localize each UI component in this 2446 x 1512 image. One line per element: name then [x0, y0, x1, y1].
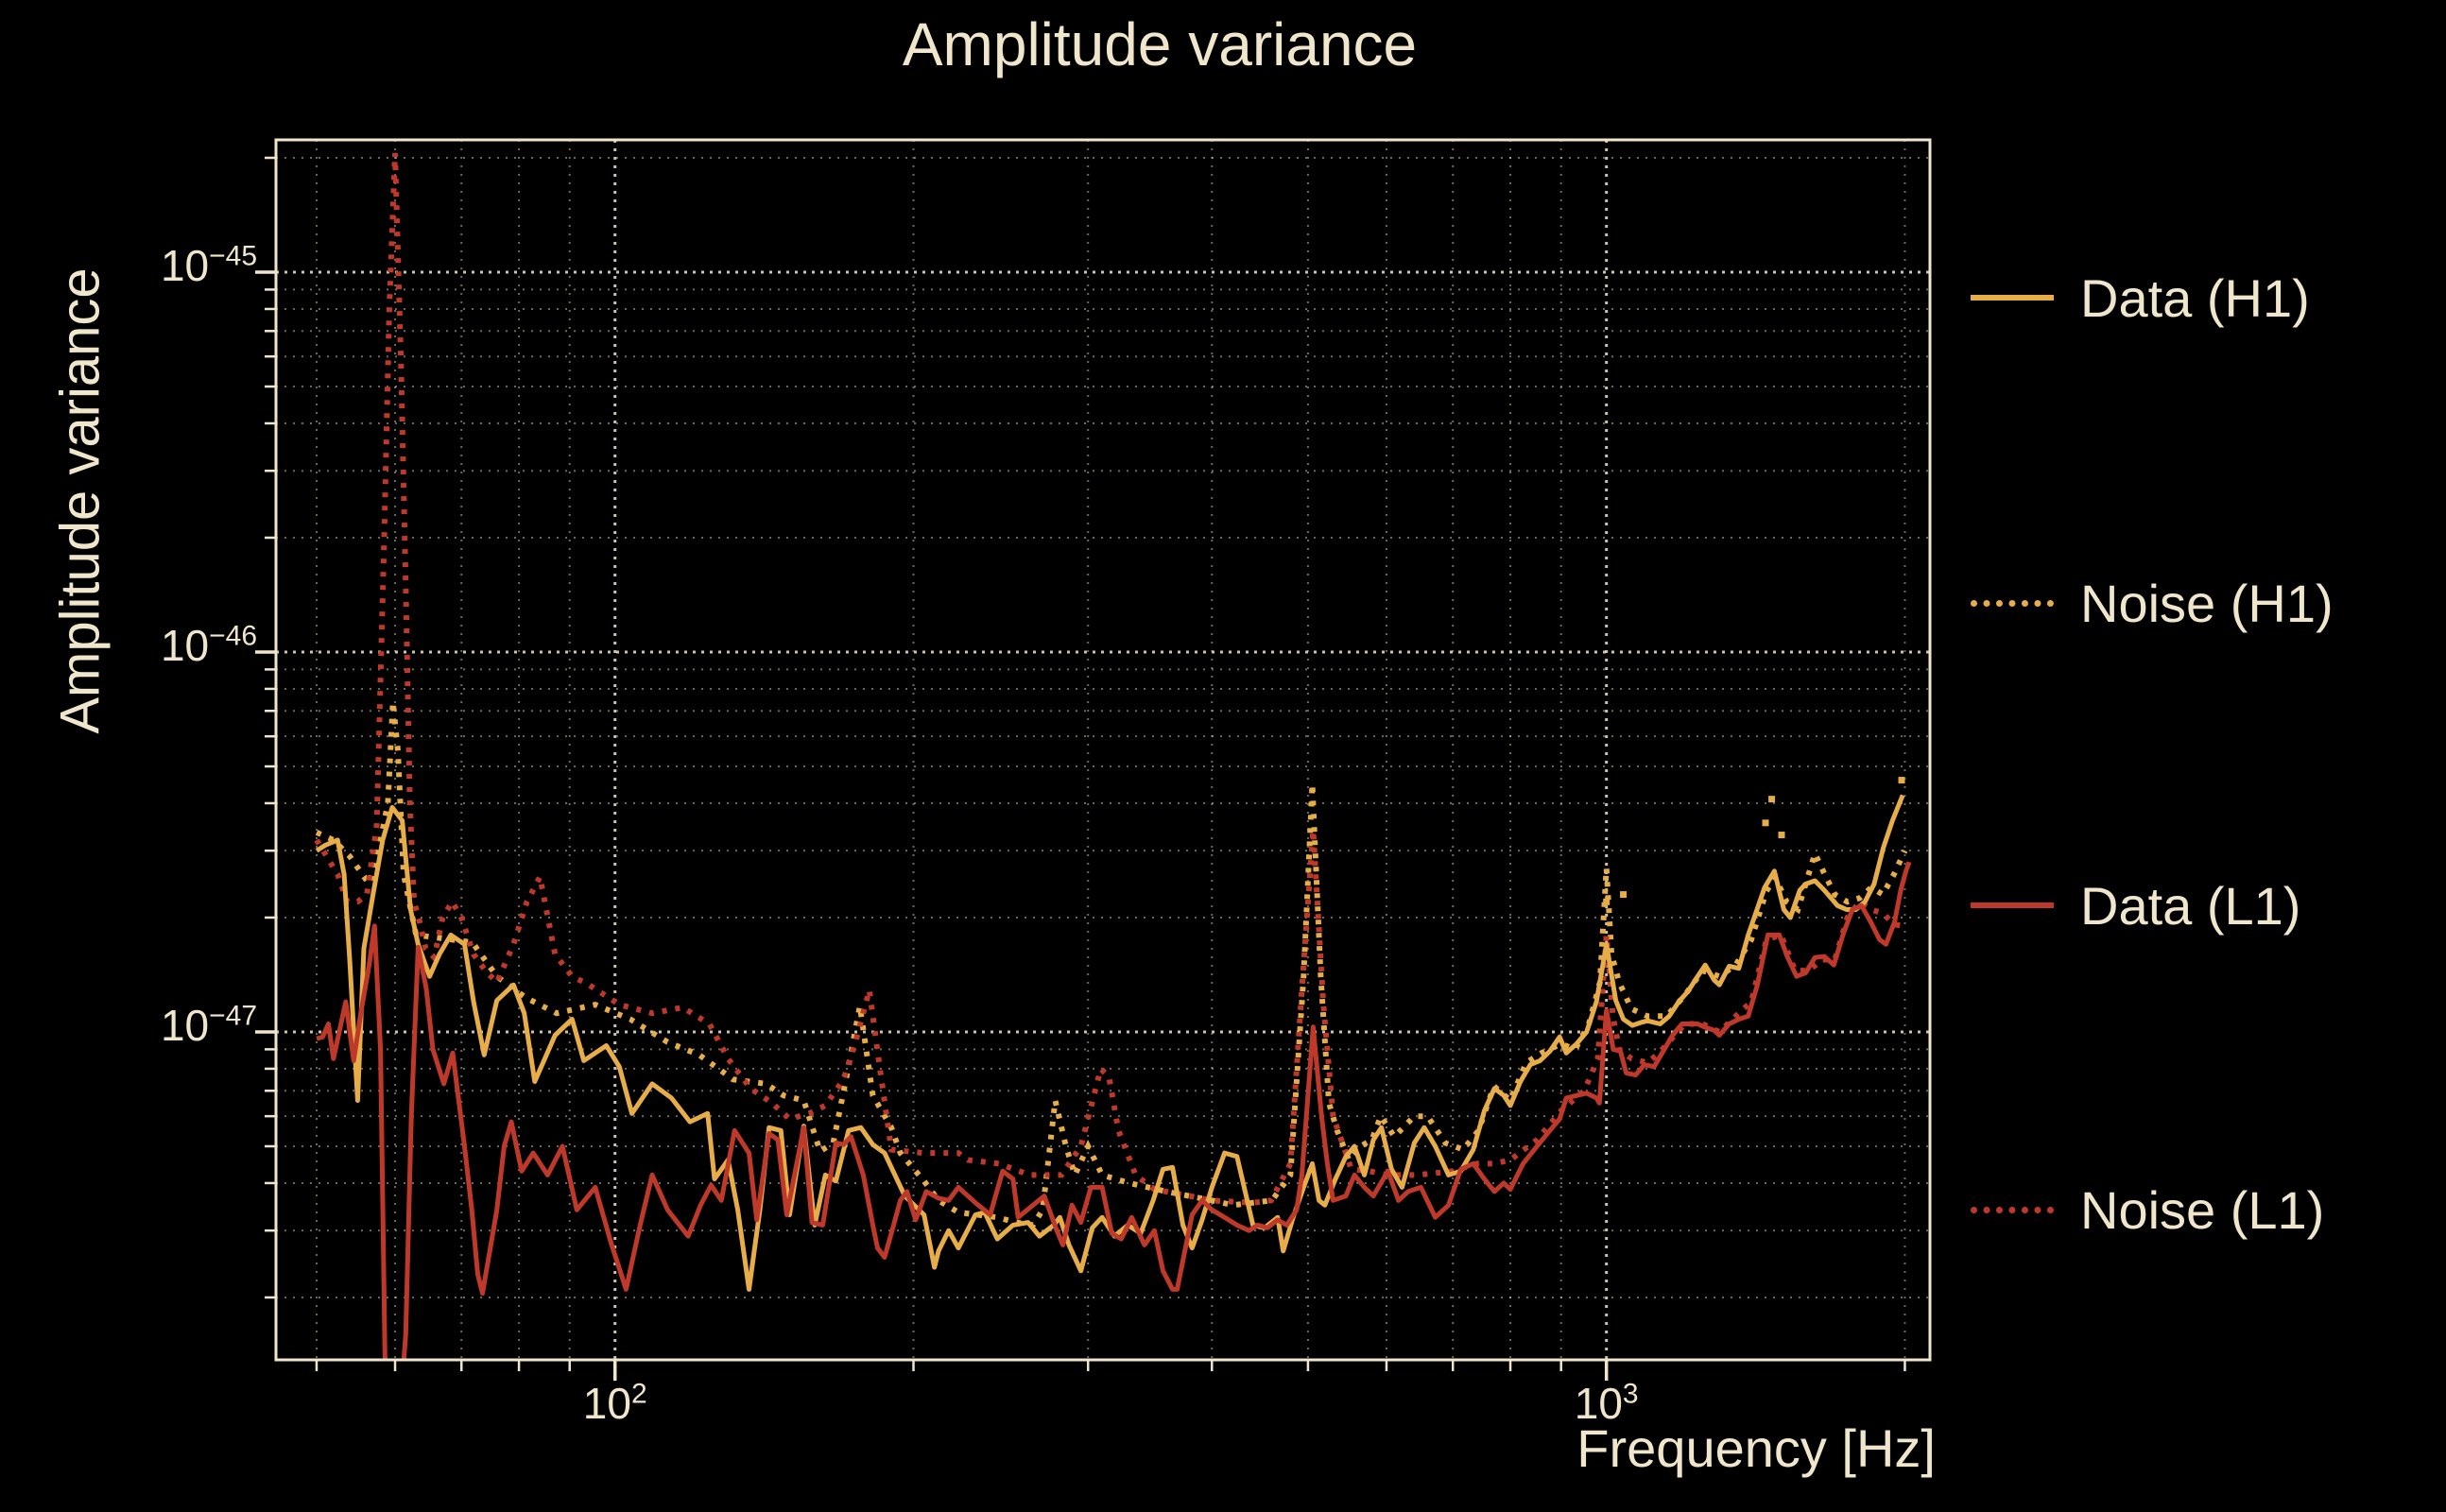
legend-label: Data (L1) [2080, 875, 2301, 936]
outlier-dot [1603, 898, 1611, 905]
outlier-dot [1778, 832, 1785, 839]
x-axis-label: Frequency [Hz] [1576, 1418, 1936, 1478]
x-tick-label: 103 [1574, 1378, 1639, 1428]
y-tick-label: 10−46 [160, 620, 257, 670]
series-line-data-l1 [316, 861, 1912, 1360]
y-tick-label: 10−47 [160, 1000, 257, 1050]
legend-item: Noise (H1) [1971, 570, 2334, 636]
legend-label: Noise (L1) [2080, 1179, 2325, 1240]
axis-ticks [255, 156, 1906, 1381]
legend-line-sample-noise-l1 [1971, 1206, 2054, 1213]
chart-title: Amplitude variance [902, 10, 1418, 78]
outlier-dot [1620, 891, 1628, 899]
outlier-dot [1898, 777, 1905, 784]
y-tick-label: 10−45 [160, 240, 257, 290]
legend-item: Data (H1) [1971, 265, 2310, 331]
x-tick-label: 102 [582, 1378, 647, 1428]
legend-line-sample-data-l1 [1971, 902, 2054, 908]
legend-item: Data (L1) [1971, 872, 2300, 938]
legend-line-sample-noise-h1 [1971, 599, 2054, 607]
legend-line-sample-data-h1 [1971, 295, 2054, 301]
gridlines [276, 140, 1930, 1360]
outlier-dot [1768, 796, 1776, 803]
legend-item: Noise (L1) [1971, 1177, 2324, 1243]
legend-label: Data (H1) [2080, 267, 2310, 328]
legend-label: Noise (H1) [2080, 573, 2334, 633]
plot-frame [274, 138, 1932, 1362]
outlier-dot [1762, 819, 1769, 827]
